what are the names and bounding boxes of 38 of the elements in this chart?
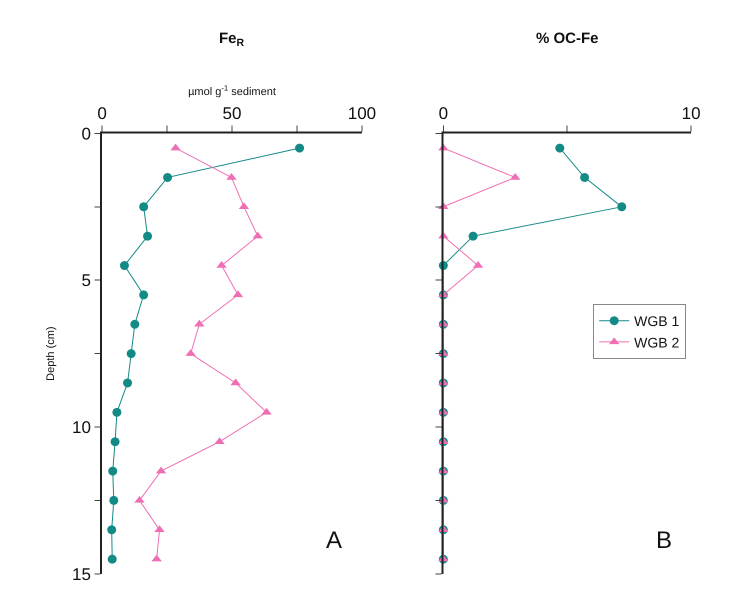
x-tick-label: 0 [438,104,448,123]
x-tick-label: 100 [348,104,376,123]
y-axis-title: Depth (cm) [45,326,58,381]
x-axis-title: µmol g$^{-1}$ sediment [188,83,276,98]
point [107,525,116,534]
point [143,232,152,241]
point [194,320,204,327]
point [109,496,118,505]
x-tick-label: 50 [222,104,242,123]
chart-title: Fe$_{R}$ [219,30,245,50]
point [163,172,172,182]
point [139,202,148,212]
point [295,144,304,153]
point [108,554,117,564]
annotation: A [326,527,342,554]
point [580,172,590,182]
y-tick-label: 0 [81,124,91,144]
point [130,320,140,329]
chart-title: % OC-Fe [536,30,599,47]
y-tick-label: 10 [72,418,91,437]
point [617,202,626,212]
point [123,378,132,388]
point [112,408,122,417]
point [555,144,564,153]
point [108,466,118,476]
point [510,172,520,180]
x-tick-label: 0 [97,104,107,123]
x-tick-label: 10 [682,104,701,123]
y-tick-label: 15 [72,564,91,584]
point [468,232,478,241]
point [110,437,120,446]
point [120,261,129,270]
legend-label: WGB 1 [634,313,680,330]
point [139,290,148,300]
annotation: B [656,527,672,554]
legend-label: WGB 2 [634,334,680,350]
point [126,349,136,358]
y-tick-label: 5 [81,271,91,290]
